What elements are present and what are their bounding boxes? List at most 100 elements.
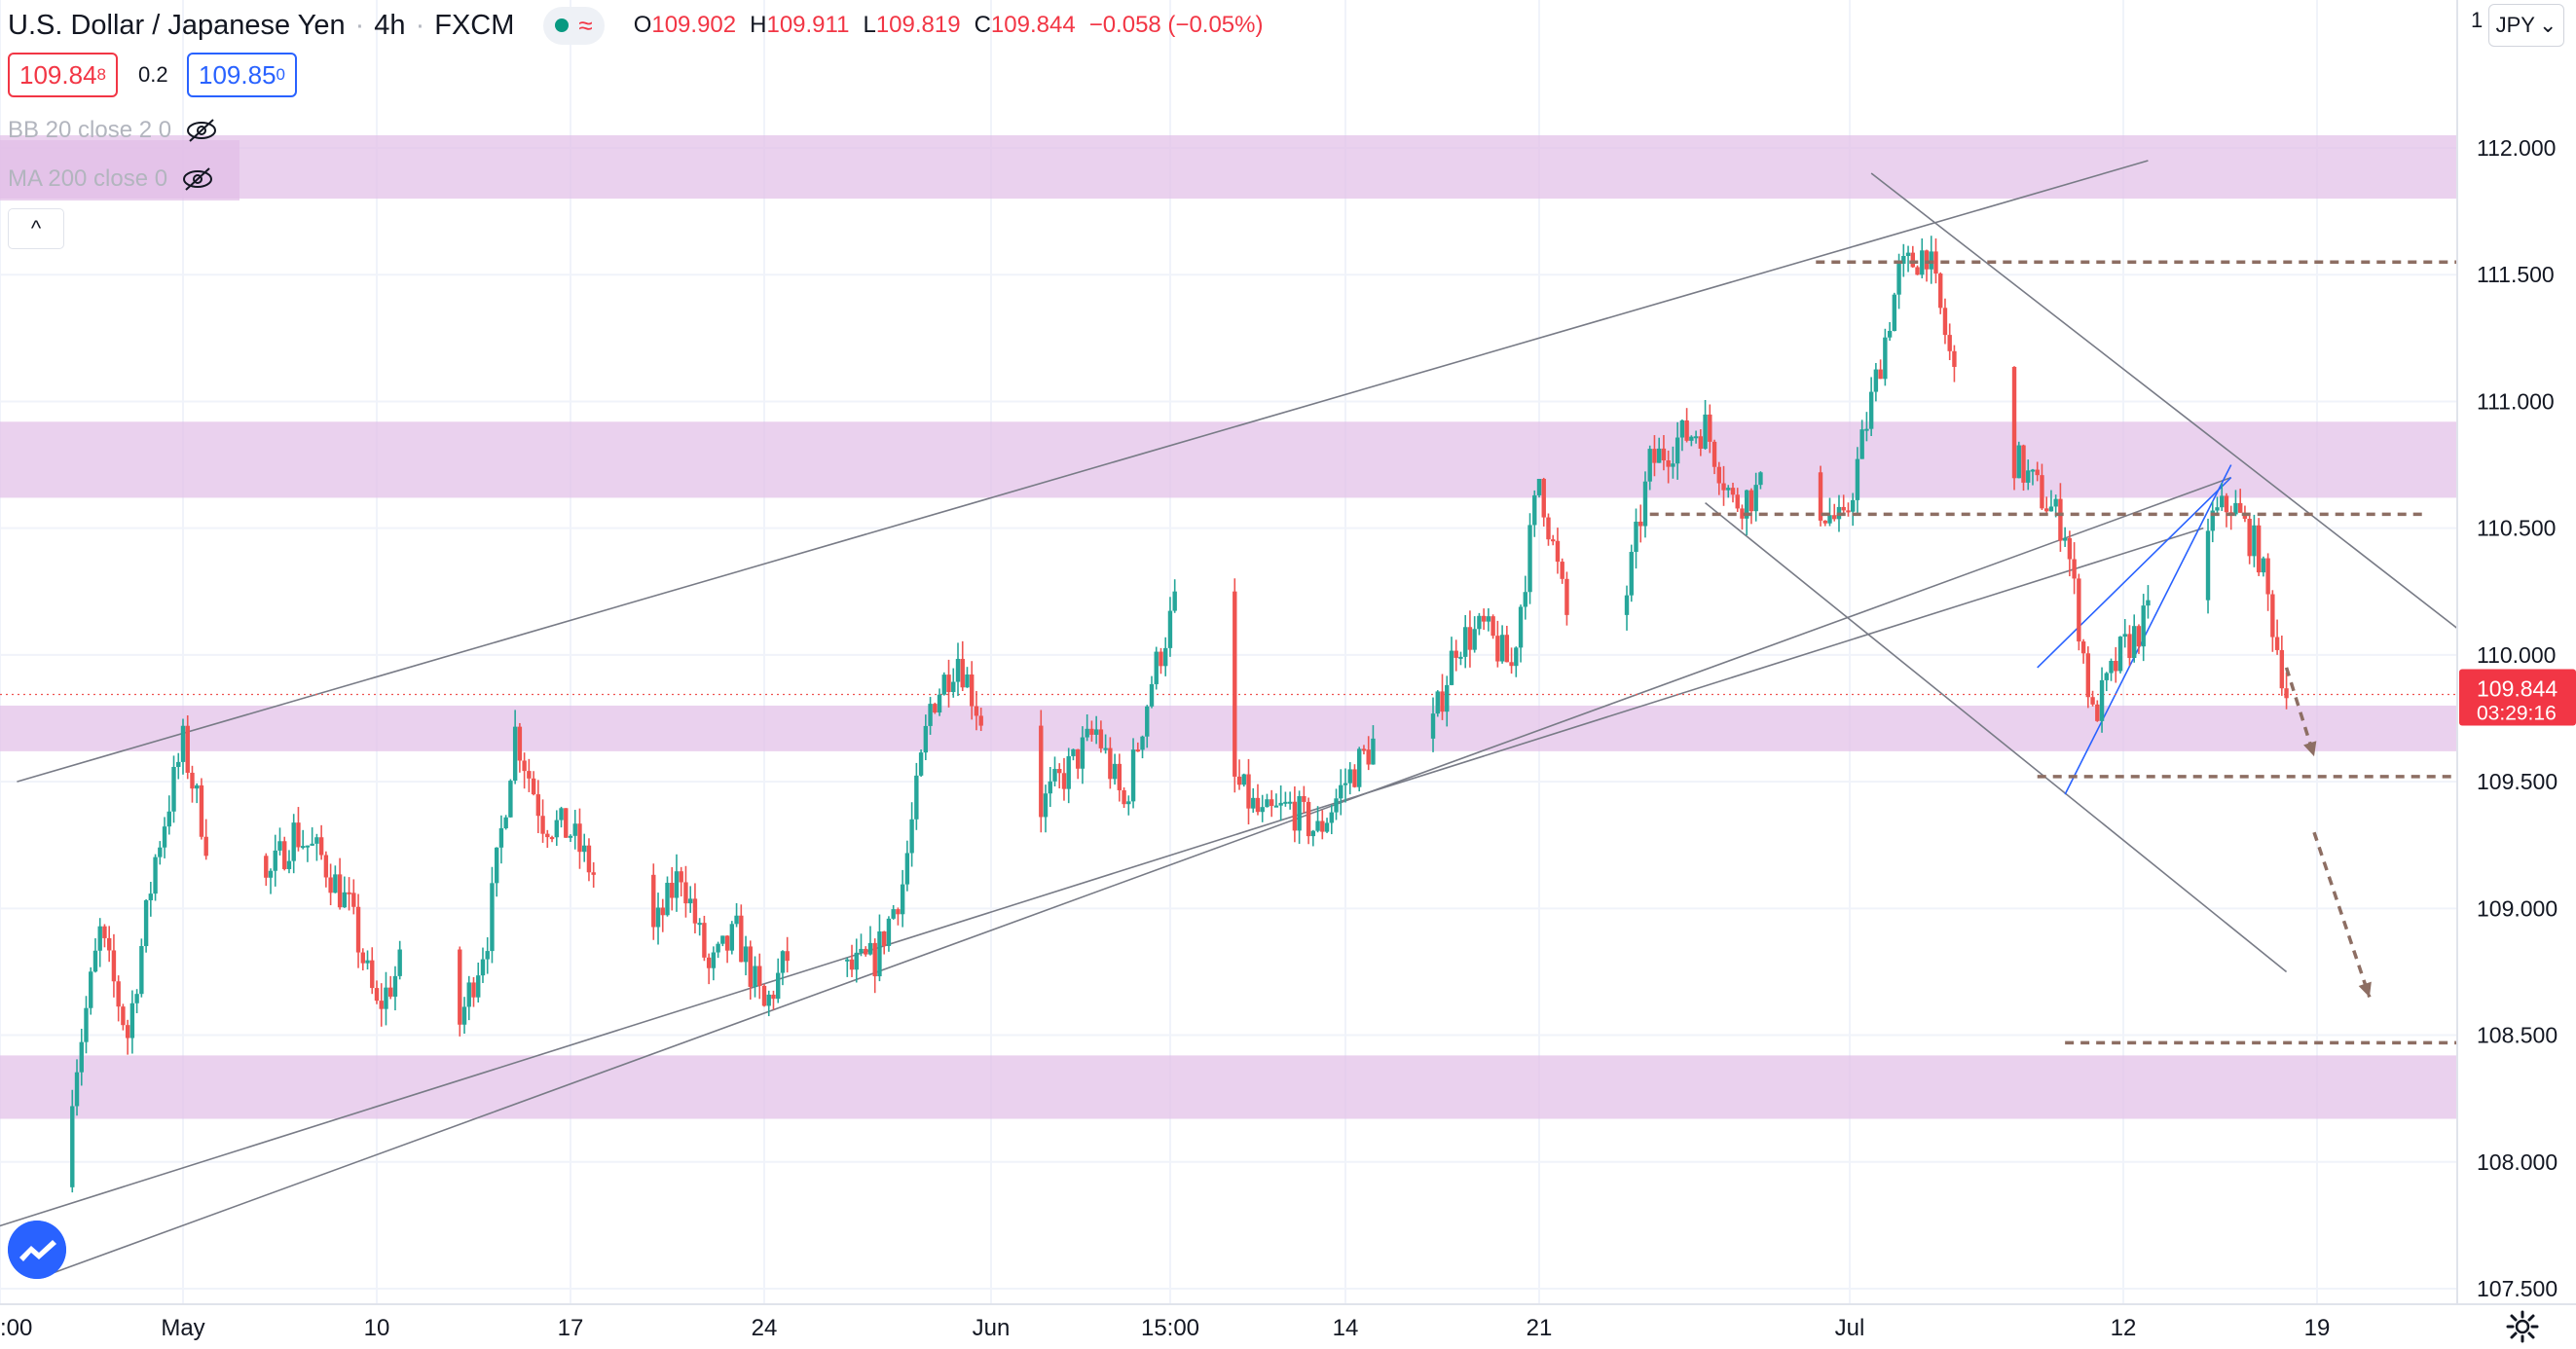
- scale-label: 1: [2471, 8, 2484, 32]
- candle-body: [1454, 650, 1458, 658]
- candle-body: [729, 924, 735, 951]
- candle-body: [1048, 781, 1052, 794]
- candle-body: [665, 883, 670, 916]
- candle-body: [748, 946, 753, 987]
- candle-body: [1887, 331, 1893, 338]
- candle-body: [766, 994, 771, 1006]
- candle-body: [568, 835, 573, 838]
- candle-body: [166, 811, 171, 827]
- candle-body: [333, 874, 338, 893]
- currency-button[interactable]: JPY ⌄: [2488, 4, 2564, 47]
- candle-body: [914, 775, 919, 820]
- low-label: L: [863, 12, 876, 38]
- candle-body: [143, 899, 149, 947]
- candle-body: [1679, 419, 1685, 438]
- candle-body: [965, 674, 970, 688]
- candle-body: [1297, 795, 1302, 831]
- candle-body: [1343, 783, 1348, 785]
- candle-body: [323, 855, 329, 878]
- candle-body: [1915, 267, 1920, 275]
- candle-body: [1310, 830, 1316, 837]
- candle-body: [1514, 647, 1519, 667]
- symbol-name[interactable]: U.S. Dollar / Japanese Yen: [8, 9, 346, 41]
- candle-body: [1302, 795, 1306, 802]
- price-tick-label: 109.000: [2477, 895, 2558, 921]
- candle-body: [1910, 252, 1915, 268]
- candle-body: [384, 987, 388, 1009]
- candle-body: [1159, 651, 1163, 667]
- candle-body: [171, 766, 176, 812]
- exchange-label: FXCM: [434, 9, 515, 41]
- candle-body: [2215, 507, 2220, 511]
- gear-icon[interactable]: [2506, 1310, 2539, 1343]
- candle-body: [291, 822, 296, 861]
- candle-body: [199, 784, 204, 837]
- time-tick-label: Jul: [1835, 1315, 1865, 1341]
- candle-body: [1541, 478, 1546, 518]
- candle-body: [318, 837, 324, 856]
- candle-body: [1671, 463, 1675, 467]
- candle-body: [84, 1007, 89, 1042]
- candle-body: [1481, 615, 1487, 622]
- candle-body: [697, 923, 702, 926]
- candle-body: [490, 883, 495, 952]
- open-value: 109.902: [651, 12, 737, 38]
- candle-body: [1278, 802, 1283, 806]
- candle-body: [1518, 606, 1524, 648]
- candle-body: [1039, 725, 1044, 818]
- interval-label[interactable]: 4h: [374, 9, 406, 41]
- candle-body: [1868, 391, 1874, 429]
- market-open-icon: [555, 18, 570, 32]
- candle-body: [388, 987, 393, 997]
- candle-body: [264, 856, 269, 878]
- candle-body: [946, 674, 951, 693]
- candle-body: [1324, 822, 1330, 832]
- channel-line: [2037, 477, 2232, 669]
- buy-price: 109.85: [199, 59, 276, 90]
- candle-body: [734, 915, 739, 925]
- candle-body: [1883, 337, 1888, 380]
- candle-body: [522, 760, 527, 772]
- candle-body: [881, 930, 887, 946]
- candle-body: [564, 808, 569, 838]
- candle-body: [2099, 679, 2105, 721]
- candle-body: [1140, 736, 1145, 750]
- eye-crossed-icon[interactable]: [181, 166, 214, 192]
- candle-body: [176, 761, 181, 767]
- candle-body: [300, 846, 306, 849]
- candle-body: [1905, 252, 1911, 256]
- candle-body: [1236, 776, 1242, 785]
- candle-body: [125, 1025, 130, 1039]
- candle-body: [2058, 498, 2063, 541]
- candle-body: [158, 847, 163, 857]
- candle-body: [2205, 530, 2211, 601]
- candle-body: [337, 874, 343, 908]
- buy-button[interactable]: 109.85 0: [187, 53, 297, 97]
- high-label: H: [750, 12, 767, 38]
- candle-body: [1361, 748, 1367, 751]
- candle-body: [1357, 748, 1362, 787]
- candle-body: [724, 935, 730, 951]
- candle-body: [2085, 653, 2091, 698]
- tradingview-logo-icon[interactable]: [8, 1221, 66, 1279]
- candle-body: [190, 772, 195, 789]
- candle-body: [854, 952, 859, 970]
- market-status[interactable]: ≈: [543, 6, 605, 45]
- time-tick-label: 12: [2111, 1315, 2137, 1341]
- candle-body: [1273, 805, 1279, 808]
- indicator-bb[interactable]: BB 20 close 2 0: [8, 111, 218, 150]
- candle-body: [1283, 801, 1288, 804]
- candle-body: [2077, 578, 2081, 642]
- eye-crossed-icon[interactable]: [185, 118, 218, 143]
- sell-button[interactable]: 109.84 8: [8, 53, 118, 97]
- candle-body: [1260, 807, 1265, 813]
- indicator-ma[interactable]: MA 200 close 0: [8, 160, 214, 199]
- candle-body: [2261, 558, 2266, 573]
- candle-body: [1103, 747, 1108, 750]
- candle-body: [2136, 626, 2142, 647]
- candle-body: [508, 781, 513, 818]
- candle-body: [1647, 449, 1652, 482]
- collapse-legend-button[interactable]: ^: [8, 208, 64, 249]
- candle-body: [1638, 521, 1643, 527]
